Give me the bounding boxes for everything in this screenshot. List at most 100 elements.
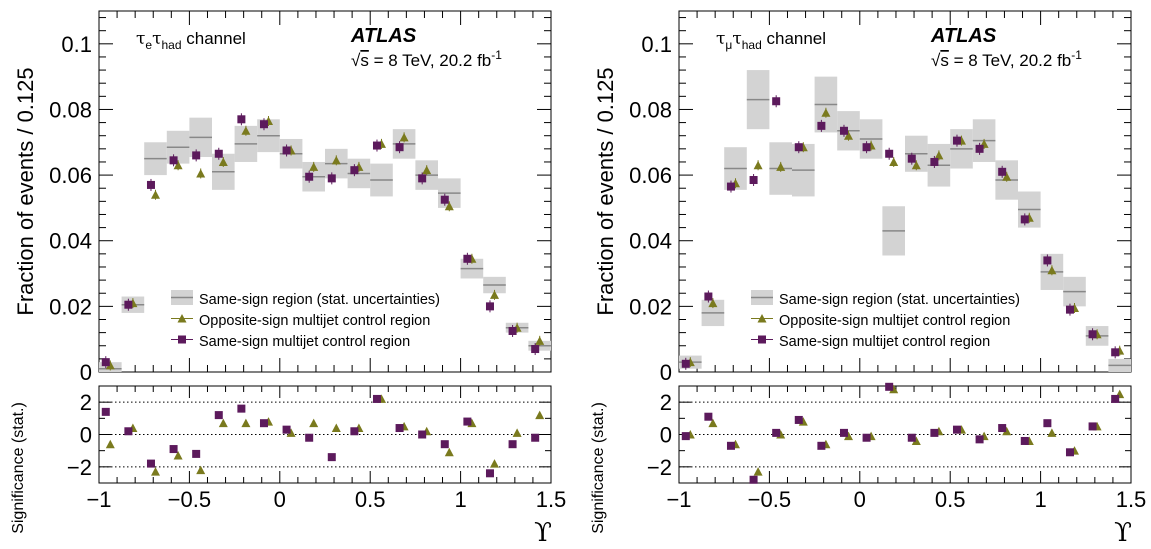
ss-control-point bbox=[124, 300, 133, 309]
significance-square bbox=[169, 445, 178, 454]
significance-square bbox=[531, 433, 540, 442]
os-control-point bbox=[911, 160, 921, 170]
os-control-point bbox=[173, 160, 183, 170]
main-plot-frame bbox=[98, 10, 552, 373]
significance-panel: −2 0 2 −1 −0.5 0 0.5 1 1.5 Significance (stat.) ϒ bbox=[590, 382, 1146, 548]
ss-control-point bbox=[952, 136, 961, 145]
ss-control-point bbox=[794, 143, 803, 152]
legend: Same-sign region (stat. uncertainties) Op… bbox=[171, 290, 440, 350]
ss-control-point bbox=[237, 115, 246, 124]
ss-control-point bbox=[508, 326, 517, 335]
x-tick-label: 0 bbox=[854, 487, 866, 512]
energy-label: √s = 8 TeV, 20.2 fb-1 bbox=[351, 48, 502, 70]
significance-square bbox=[395, 424, 404, 433]
y-tick-label: 0.1 bbox=[641, 32, 672, 57]
ss-control-point bbox=[681, 359, 690, 368]
significance-tick-label: 0 bbox=[660, 423, 672, 448]
ss-control-point bbox=[395, 143, 404, 152]
main-plot-frame bbox=[678, 10, 1132, 373]
significance-triangle bbox=[889, 384, 899, 394]
y-tick-label: 0.04 bbox=[49, 229, 92, 254]
legend-label: Same-sign multijet control region bbox=[199, 334, 410, 350]
ss-control-point bbox=[817, 121, 826, 130]
x-tick-label: −1 bbox=[86, 487, 111, 512]
y-tick-label: 0.06 bbox=[629, 163, 672, 188]
ss-control-point bbox=[1043, 256, 1052, 265]
significance-square bbox=[327, 453, 336, 462]
ss-control-point bbox=[531, 345, 540, 354]
os-control-point bbox=[241, 126, 251, 135]
significance-triangle bbox=[911, 436, 921, 445]
x-axis-title: ϒ bbox=[1114, 518, 1132, 548]
os-control-point bbox=[218, 157, 228, 166]
significance-tick-label: 2 bbox=[660, 390, 672, 415]
x-tick-label: 1 bbox=[1034, 487, 1046, 512]
significance-square bbox=[749, 475, 758, 484]
y-tick-label: 0.08 bbox=[629, 97, 672, 122]
significance-square bbox=[681, 432, 690, 441]
significance-square bbox=[282, 425, 291, 434]
significance-triangle bbox=[241, 418, 251, 428]
os-control-point bbox=[753, 160, 763, 170]
significance-triangle bbox=[512, 428, 522, 437]
significance-triangle bbox=[105, 439, 115, 449]
significance-square bbox=[1111, 394, 1120, 403]
significance-square bbox=[485, 469, 494, 478]
significance-axis-title: Significance (stat.) bbox=[590, 402, 607, 534]
channel-label: τeτhad channel bbox=[136, 29, 246, 52]
significance-square bbox=[124, 427, 133, 436]
os-control-point bbox=[196, 168, 206, 178]
significance-square bbox=[998, 424, 1007, 433]
legend-label: Same-sign region (stat. uncertainties) bbox=[779, 292, 1020, 308]
ss-control-point bbox=[418, 174, 427, 183]
legend: Same-sign region (stat. uncertainties) Op… bbox=[751, 290, 1020, 350]
x-tick-label: 0 bbox=[274, 487, 286, 512]
significance-square bbox=[1088, 422, 1097, 431]
significance-tick-label: −2 bbox=[67, 455, 92, 480]
legend-label: Opposite-sign multijet control region bbox=[199, 313, 430, 329]
os-control-point bbox=[1047, 265, 1057, 275]
legend-label: Same-sign region (stat. uncertainties) bbox=[199, 292, 440, 308]
significance-triangle bbox=[535, 410, 545, 420]
ss-control-point bbox=[1020, 215, 1029, 224]
significance-square bbox=[1043, 419, 1052, 428]
x-tick-label: −0.5 bbox=[748, 487, 791, 512]
y-axis-title: Fraction of events / 0.125 bbox=[13, 67, 38, 315]
significance-triangle bbox=[753, 467, 763, 476]
ss-control-point bbox=[862, 143, 871, 152]
ss-control-point bbox=[192, 151, 201, 160]
y-tick-label: 0.04 bbox=[629, 229, 672, 254]
significance-axis-title: Significance (stat.) bbox=[10, 402, 27, 534]
significance-triangle bbox=[444, 447, 454, 457]
os-control-point bbox=[444, 201, 454, 211]
significance-square bbox=[839, 428, 848, 437]
significance-square bbox=[508, 440, 517, 449]
significance-square bbox=[1065, 448, 1074, 457]
significance-square bbox=[975, 435, 984, 444]
significance-square bbox=[146, 459, 155, 468]
y-tick-label: 0.02 bbox=[629, 294, 672, 319]
ss-control-point bbox=[463, 254, 472, 263]
ss-control-point bbox=[214, 149, 223, 158]
x-tick-label: −1 bbox=[666, 487, 691, 512]
y-tick-label: 0.1 bbox=[61, 32, 92, 57]
os-control-point bbox=[934, 150, 944, 160]
channel-label: τμτhad channel bbox=[716, 29, 826, 52]
experiment-label: ATLAS bbox=[930, 25, 997, 47]
significance-panel: −2 0 2 −1 −0.5 0 0.5 1 1.5 Significance (stat.) ϒ bbox=[10, 385, 566, 548]
y-tick-label: 0.06 bbox=[49, 163, 92, 188]
y-tick-label: 0 bbox=[660, 360, 672, 385]
significance-square bbox=[772, 428, 781, 437]
significance-square bbox=[214, 411, 223, 420]
x-tick-label: 1 bbox=[454, 487, 466, 512]
significance-triangle bbox=[218, 418, 228, 428]
os-control-point bbox=[844, 131, 853, 140]
legend-triangle-marker bbox=[757, 314, 767, 323]
ss-control-point bbox=[1088, 330, 1097, 339]
significance-square bbox=[930, 428, 939, 437]
significance-triangle bbox=[844, 431, 853, 441]
significance-triangle bbox=[1002, 426, 1012, 436]
significance-tick-label: 0 bbox=[80, 423, 92, 448]
os-control-point bbox=[105, 360, 115, 370]
